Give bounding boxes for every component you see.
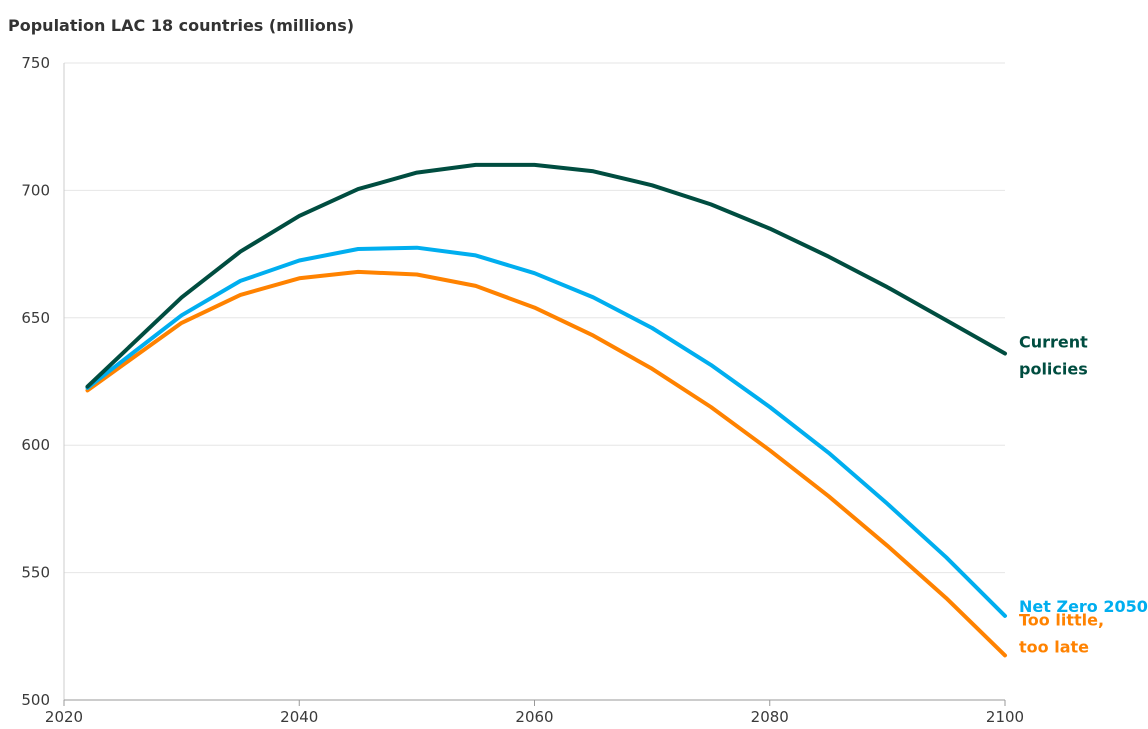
series-line-current-policies [85,162,1007,389]
x-tick-label: 2060 [515,708,553,726]
series-label-net-zero-2050: Net Zero 2050 [1019,597,1148,616]
axes: 500 550 600 650 700 750 2020 2040 2060 2080 2100 [21,54,1024,726]
series-label-too-little-too-late: Too little, [1019,610,1104,629]
y-tick-label: 500 [21,691,50,709]
series-label-current-policies: Current [1019,332,1088,351]
gridlines [64,62,1005,701]
x-tick-label: 2080 [751,708,789,726]
y-tick-label: 600 [21,436,50,454]
y-tick-label: 650 [21,309,50,327]
series-label-too-little-too-late: too late [1019,637,1089,656]
x-tick-label: 2020 [45,708,83,726]
x-tick-label: 2040 [280,708,318,726]
series-line-too-little-too-late [85,269,1007,658]
x-tick-label: 2100 [986,708,1024,726]
chart-title: Population LAC 18 countries (millions) [8,16,355,35]
series-line-net-zero-2050 [85,245,1007,618]
y-tick-label: 550 [21,564,50,582]
series-label-current-policies: policies [1019,359,1088,378]
series-lines [85,162,1007,658]
y-tick-label: 700 [21,181,50,199]
y-tick-label: 750 [21,54,50,72]
